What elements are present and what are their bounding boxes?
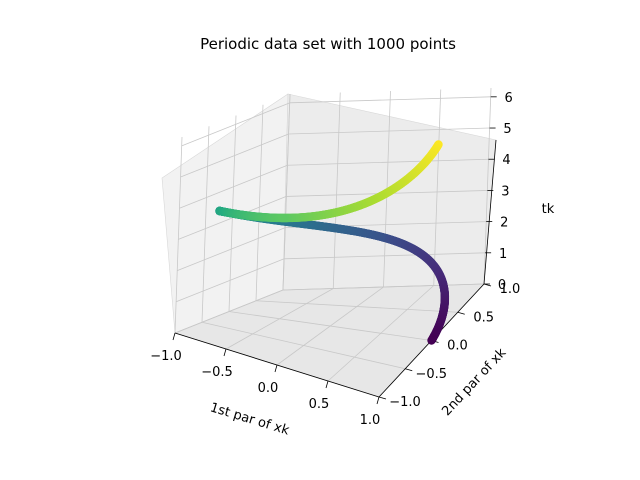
z-axis-line (483, 139, 497, 285)
y-tick-label: 0.0 (447, 339, 468, 354)
y-tick-mark (405, 368, 413, 372)
y-grid-line (174, 136, 183, 334)
y-grid-line (201, 321, 406, 370)
z-grid-line (284, 252, 486, 260)
z-grid-line (288, 127, 490, 135)
z-grid-line (179, 164, 288, 209)
z-tick-label: 4 (502, 153, 510, 168)
z-grid-line (289, 96, 491, 104)
x-grid-line (433, 89, 442, 286)
tick-marks: −1.0−0.50.00.51.0−1.0−0.50.00.51.0012345… (150, 91, 520, 428)
y-tick-label: −0.5 (415, 367, 447, 382)
chart-title: Periodic data set with 1000 points (200, 35, 456, 53)
z-axis-label: tk (542, 202, 555, 217)
y-tick-label: 1.0 (500, 282, 521, 297)
x-tick-label: 0.5 (309, 397, 330, 412)
x-tick-mark (376, 396, 380, 405)
z-grid-line (287, 158, 489, 166)
y-grid-line (255, 104, 264, 301)
y-grid-line (282, 93, 291, 291)
x-tick-label: −1.0 (150, 349, 182, 364)
z-tick-label: 3 (501, 184, 509, 199)
z-grid-line (175, 258, 285, 303)
y-grid-line (201, 126, 210, 323)
x-tick-label: 0.0 (258, 381, 279, 396)
y-tick-label: 0.5 (473, 310, 494, 325)
x-tick-mark (223, 348, 227, 357)
y-tick-label: −1.0 (389, 395, 421, 410)
z-grid-line (177, 227, 286, 271)
x-tick-mark (325, 380, 329, 389)
z-tick-label: 0 (498, 278, 506, 293)
data-point (277, 213, 287, 223)
x-tick-mark (274, 364, 278, 373)
y-grid-line (255, 300, 458, 313)
y-grid-line (228, 311, 432, 341)
z-tick-label: 6 (505, 91, 513, 106)
x-tick-label: 1.0 (360, 413, 381, 428)
x-tick-mark (172, 332, 176, 341)
x-tick-label: −0.5 (201, 365, 233, 380)
z-tick-label: 5 (503, 122, 511, 137)
z-tick-label: 1 (499, 247, 507, 262)
y-tick-mark (378, 396, 387, 400)
y-axis-label: 2nd par of xk (439, 345, 509, 419)
x-axis-label: 1st par of xk (208, 400, 291, 438)
z-tick-label: 2 (500, 216, 508, 231)
data-curve (215, 140, 450, 345)
z-grid-line (282, 283, 485, 291)
x-grid-line (332, 92, 341, 289)
z-grid-line (180, 133, 289, 178)
data-point (427, 336, 436, 345)
x-grid-line (483, 87, 492, 285)
y-tick-mark (457, 311, 465, 315)
z-grid-line (178, 196, 287, 240)
z-grid-line (174, 289, 284, 334)
z-grid-line (181, 102, 290, 147)
